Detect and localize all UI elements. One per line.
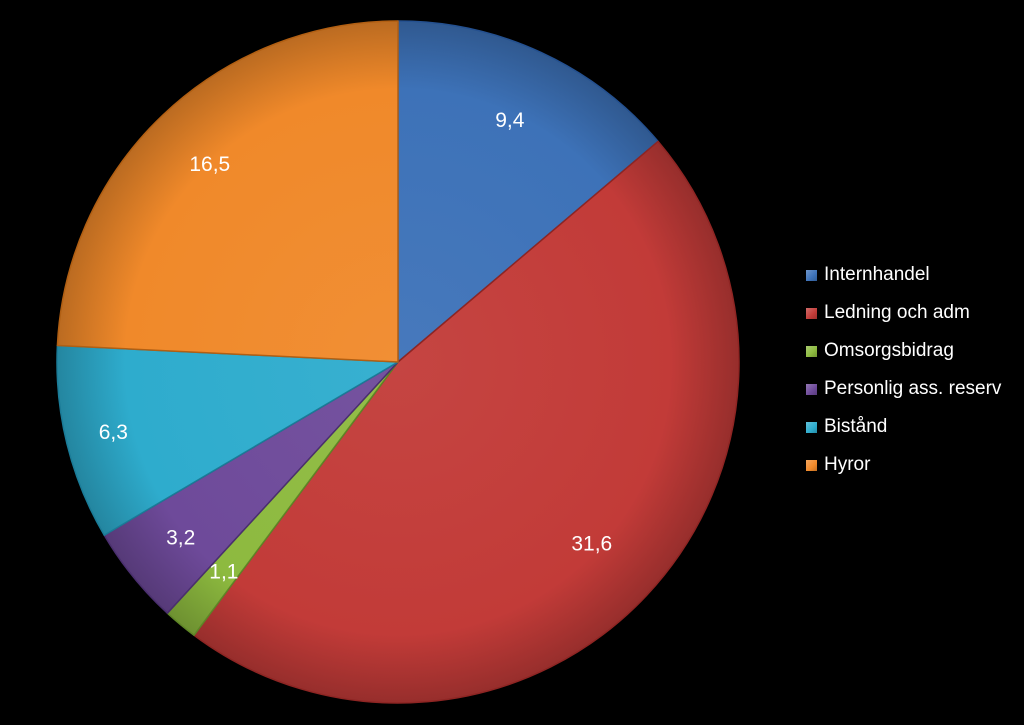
- value-label-internhandel: 9,4: [495, 109, 525, 132]
- legend-item-internhandel: Internhandel: [806, 256, 1016, 294]
- pie-slices: [56, 20, 740, 704]
- value-label-omsorgsbidrag: 1,1: [209, 561, 238, 584]
- legend-label-bist-nd: Bistånd: [824, 416, 888, 437]
- legend-swatch-bist-nd: [806, 421, 817, 433]
- legend: Internhandel Ledning och adm Omsorgsbidrag…: [806, 256, 1016, 484]
- value-label-personlig-ass-reserv: 3,2: [166, 526, 195, 549]
- legend-item-omsorgsbidrag: Omsorgsbidrag: [806, 332, 1016, 370]
- legend-label-omsorgsbidrag: Omsorgsbidrag: [824, 340, 954, 361]
- pie-slice-hyror: [56, 20, 399, 363]
- legend-item-personlig-ass-reserv: Personlig ass. reserv: [806, 370, 1016, 408]
- legend-swatch-personlig-ass-reserv: [806, 383, 817, 395]
- legend-swatch-hyror: [806, 459, 817, 471]
- pie-slice-ledning-och-adm: [193, 140, 740, 704]
- legend-item-ledning-och-adm: Ledning och adm: [806, 294, 1016, 332]
- legend-item-bist-nd: Bistånd: [806, 408, 1016, 446]
- legend-swatch-internhandel: [806, 269, 817, 281]
- legend-label-hyror: Hyror: [824, 454, 871, 475]
- pie-value-labels: 9,4 31,6 1,1 3,2 6,3 16,5: [99, 109, 613, 583]
- pie-slice-bist-nd: [56, 344, 399, 536]
- value-label-bist-nd: 6,3: [99, 421, 128, 444]
- legend-label-personlig-ass-reserv: Personlig ass. reserv: [824, 378, 1002, 399]
- pie-slice-internhandel: [397, 20, 659, 363]
- legend-swatch-ledning-och-adm: [806, 307, 817, 319]
- legend-label-internhandel: Internhandel: [824, 264, 930, 285]
- value-label-hyror: 16,5: [189, 153, 230, 176]
- value-label-ledning-och-adm: 31,6: [571, 533, 612, 556]
- legend-label-ledning-och-adm: Ledning och adm: [824, 302, 970, 323]
- legend-swatch-omsorgsbidrag: [806, 345, 817, 357]
- legend-item-hyror: Hyror: [806, 446, 1016, 484]
